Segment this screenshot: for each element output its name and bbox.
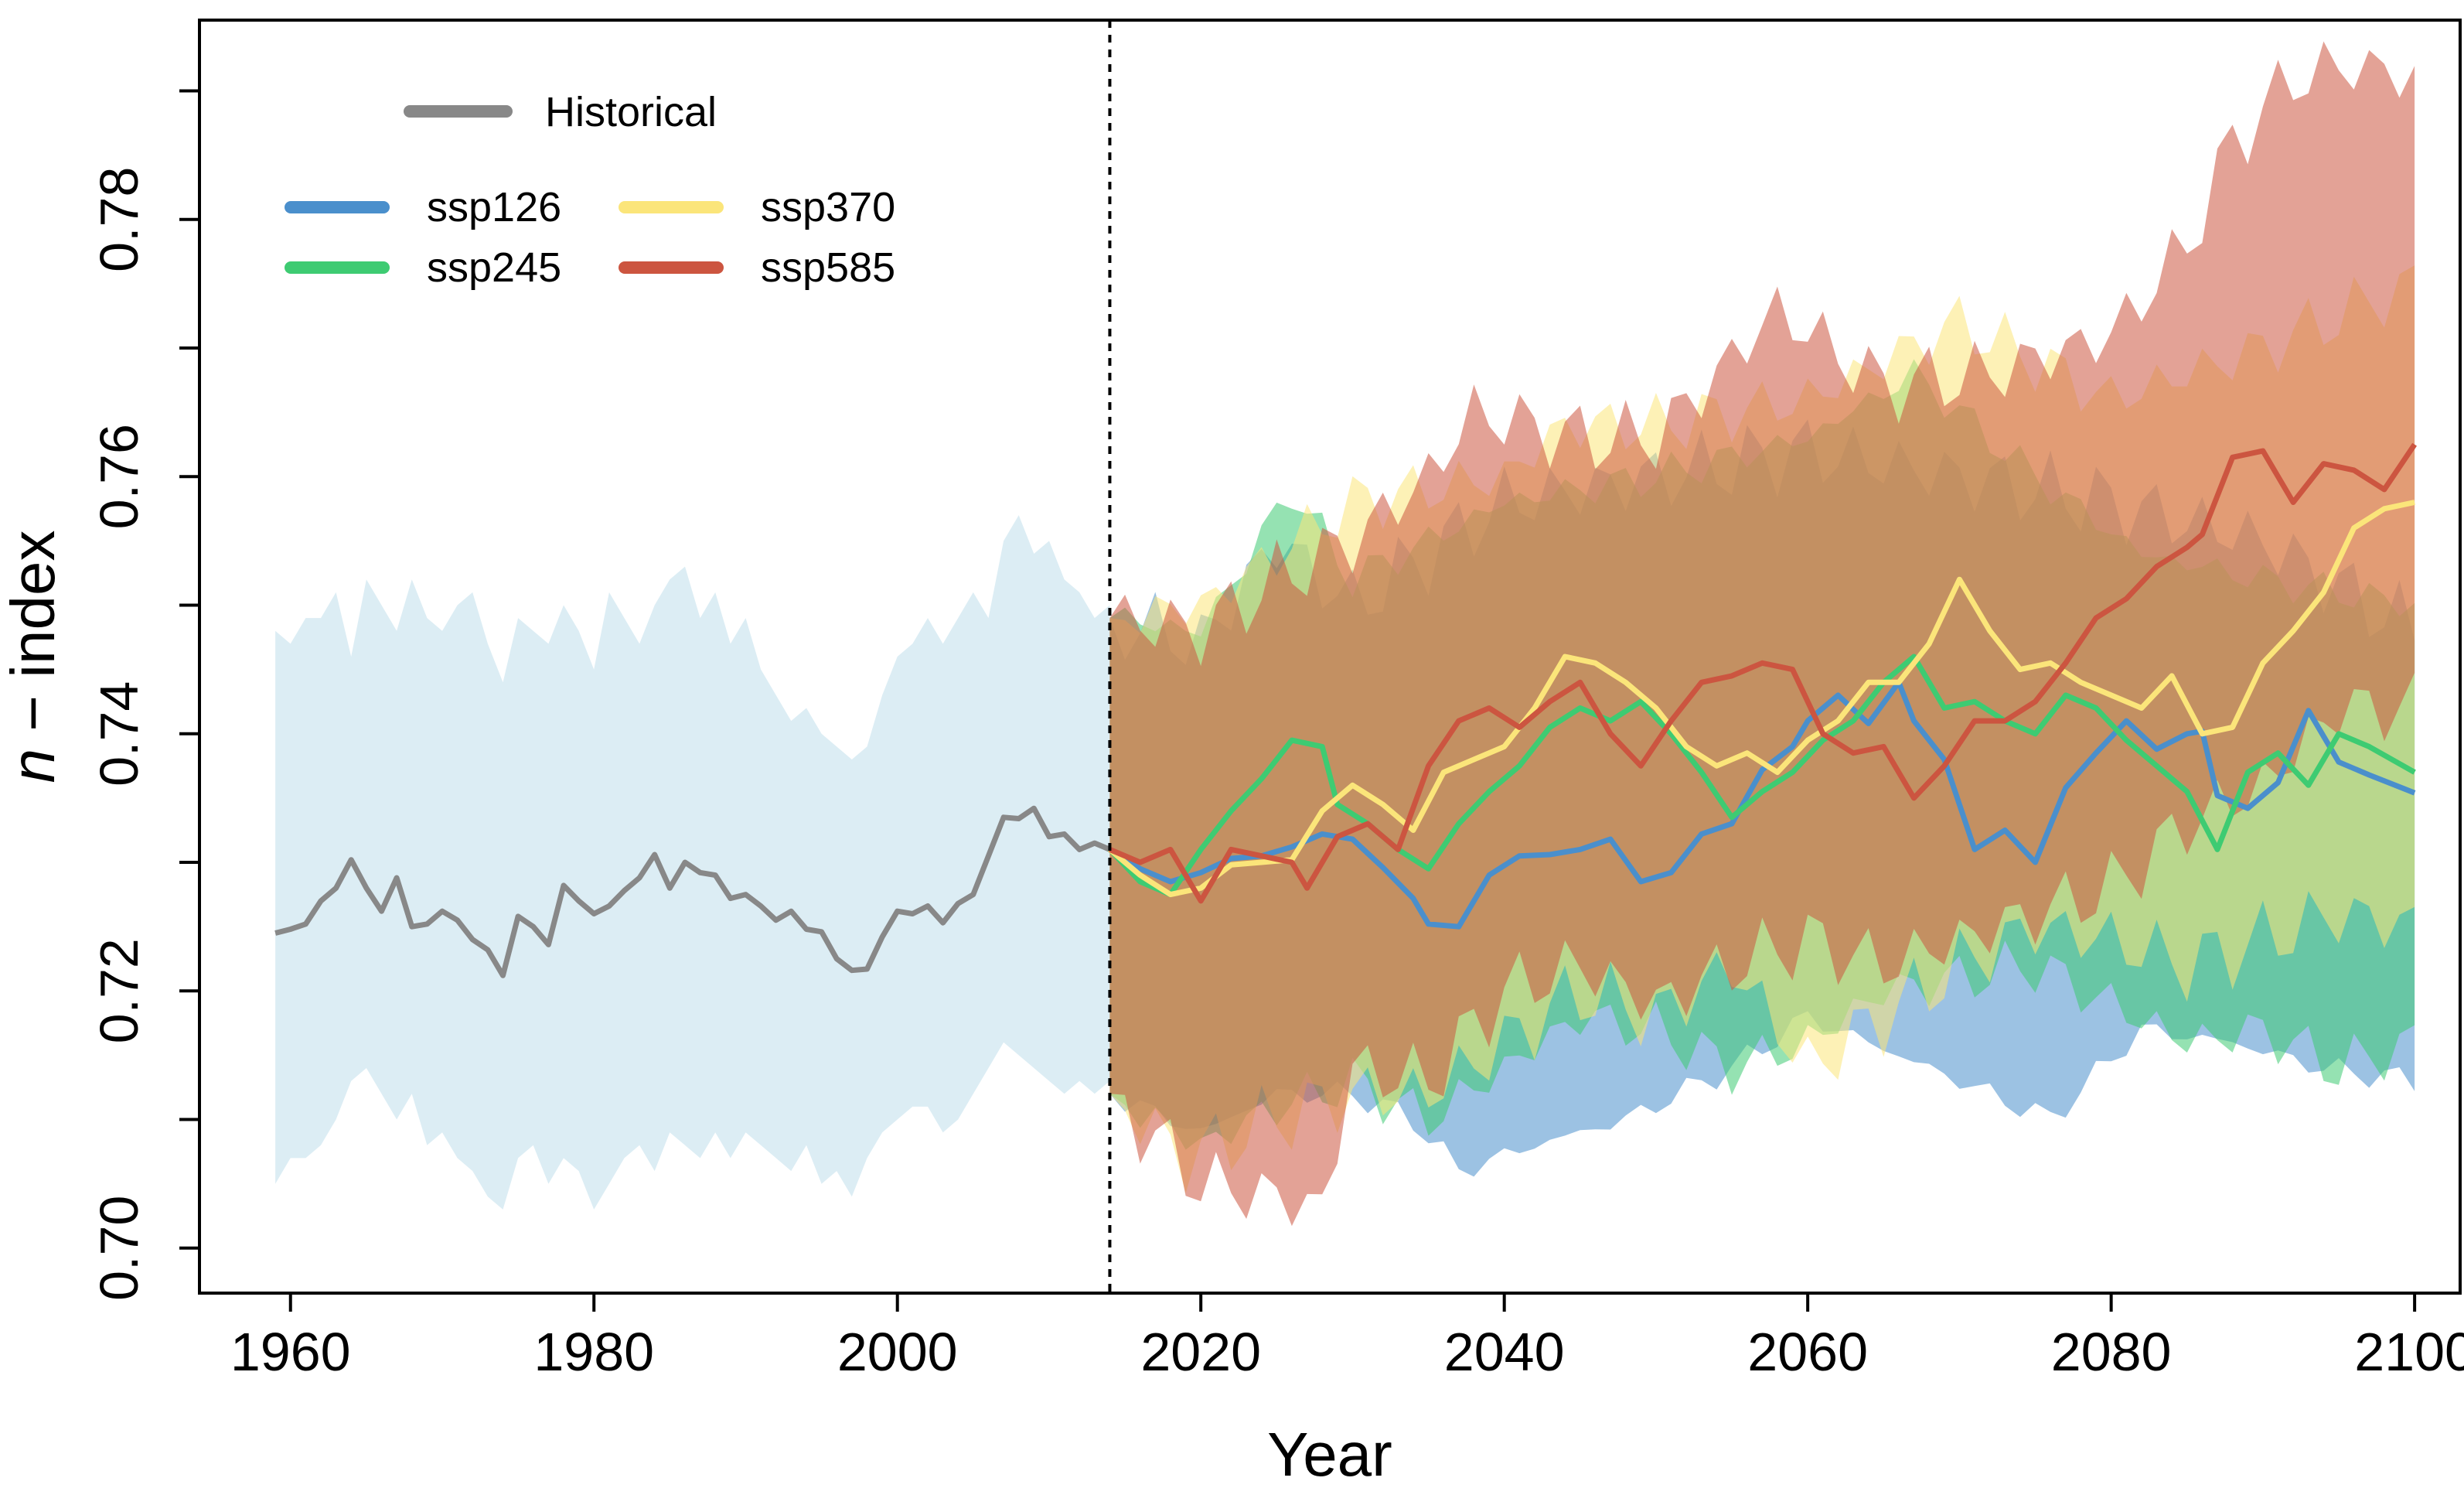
x-tick-label: 2100: [2354, 1322, 2464, 1382]
x-tick-label: 2080: [2051, 1322, 2172, 1382]
x-tick-label: 2000: [837, 1322, 958, 1382]
y-tick-label: 0.72: [89, 938, 149, 1043]
series-lines: [274, 442, 2418, 978]
historical-line: [274, 805, 1111, 978]
legend-ssp126-label: ssp126: [427, 184, 561, 230]
y-tick-label: 0.74: [89, 681, 149, 787]
x-tick-label: 2040: [1444, 1322, 1565, 1382]
y-axis-title-rest: − index: [0, 531, 67, 749]
axes: 1960 1980 2000 2020 2040 2060 2080 2100 0.70 0.72…: [89, 89, 2464, 1382]
y-tick-label: 0.70: [89, 1196, 149, 1301]
historical-band: [275, 515, 1110, 1210]
ssp585-line: [1109, 442, 2418, 904]
plot-frame: [198, 19, 2462, 1295]
x-tick-label: 2060: [1747, 1322, 1868, 1382]
legend: Historical ssp126 ssp245 ssp370 ssp585: [285, 89, 895, 291]
ssp370-line: [1108, 500, 2415, 898]
ssp585-band: [1109, 41, 2415, 1227]
y-tick-label: 0.76: [89, 424, 149, 529]
uncertainty-bands: [275, 41, 2415, 1227]
y-axis-title: n − index: [0, 531, 67, 783]
legend-ssp245-label: ssp245: [427, 244, 561, 291]
legend-historical-label: Historical: [545, 89, 717, 135]
y-axis-title-italic: n: [0, 749, 67, 783]
x-axis-title: Year: [1267, 1420, 1392, 1488]
x-tick-label: 1980: [533, 1322, 654, 1382]
legend-ssp370-label: ssp370: [761, 184, 895, 230]
legend-ssp585-label: ssp585: [761, 244, 895, 291]
y-tick-label: 0.78: [89, 167, 149, 272]
x-tick-label: 1960: [230, 1322, 351, 1382]
x-tick-label: 2020: [1140, 1322, 1261, 1382]
ssp245-line: [1107, 654, 2416, 898]
